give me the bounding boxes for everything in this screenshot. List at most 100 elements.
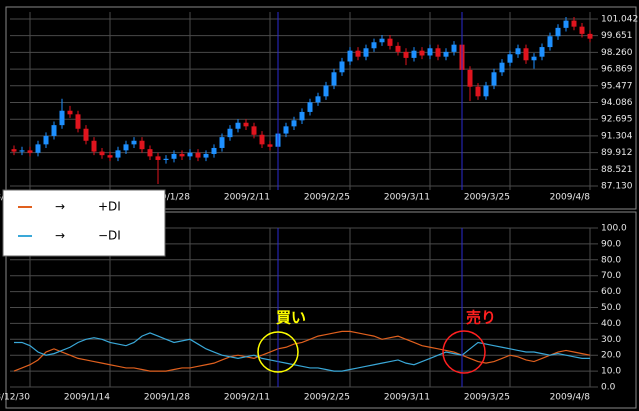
candle-body bbox=[27, 150, 33, 153]
candle-body bbox=[131, 140, 137, 145]
candle-body bbox=[107, 155, 113, 158]
y-tick-label: 96.869 bbox=[601, 65, 633, 75]
candle-body bbox=[171, 153, 177, 159]
legend-arrow: → bbox=[55, 200, 65, 214]
candle-body bbox=[539, 47, 545, 57]
candle-body bbox=[379, 38, 385, 43]
candle-body bbox=[331, 72, 337, 86]
candle-body bbox=[203, 153, 209, 158]
candle-body bbox=[419, 50, 425, 56]
x-tick-label: 2009/2/25 bbox=[304, 193, 350, 203]
candle-body bbox=[547, 36, 553, 48]
annotation: 買い bbox=[276, 309, 306, 327]
candle-body bbox=[443, 51, 449, 57]
y-tick-label: 91.304 bbox=[601, 131, 633, 141]
candle-body bbox=[395, 45, 401, 52]
candle-body bbox=[483, 85, 489, 97]
candle-body bbox=[355, 50, 361, 57]
top-panel bbox=[5, 6, 637, 210]
candle-body bbox=[283, 126, 289, 134]
candle-body bbox=[51, 125, 57, 136]
y-tick-label: 70.0 bbox=[601, 271, 621, 281]
bottom-panel bbox=[5, 211, 637, 409]
y-tick-label: 30.0 bbox=[601, 335, 621, 345]
candle-body bbox=[195, 152, 201, 158]
candle-body bbox=[267, 144, 273, 147]
candle-body bbox=[403, 51, 409, 58]
candle-body bbox=[259, 134, 265, 145]
candle-body bbox=[339, 61, 345, 73]
candle-body bbox=[515, 48, 521, 55]
y-tick-label: 88.521 bbox=[601, 165, 633, 175]
candle-body bbox=[467, 69, 473, 87]
y-tick-label: 50.0 bbox=[601, 303, 621, 313]
candle-body bbox=[491, 72, 497, 86]
y-tick-label: 99.651 bbox=[601, 31, 633, 41]
candle-body bbox=[555, 27, 561, 37]
candle-body bbox=[251, 126, 257, 135]
y-tick-label: 0.0 bbox=[601, 383, 616, 393]
x-tick-label: 2009/2/25 bbox=[304, 393, 350, 403]
y-tick-label: 98.260 bbox=[601, 48, 633, 58]
candle-body bbox=[187, 152, 193, 157]
y-tick-label: 89.912 bbox=[601, 148, 633, 158]
x-tick-label: 2009/4/8 bbox=[550, 393, 591, 403]
x-tick-label: 2008/12/30 bbox=[0, 393, 30, 403]
candle-body bbox=[219, 137, 225, 148]
x-tick-label: 2009/1/28 bbox=[144, 393, 190, 403]
candle-body bbox=[139, 140, 145, 150]
candle-body bbox=[19, 150, 25, 152]
legend: → +DI → −DI bbox=[2, 189, 166, 257]
candle-body bbox=[91, 140, 97, 152]
candle-body bbox=[291, 120, 297, 127]
candle-body bbox=[235, 122, 241, 129]
legend-arrow: → bbox=[55, 229, 65, 243]
candle-body bbox=[11, 149, 17, 152]
candle-body bbox=[59, 110, 65, 126]
x-tick-label: 2009/3/25 bbox=[464, 193, 510, 203]
candle-body bbox=[75, 114, 81, 129]
buy-circle bbox=[257, 331, 299, 373]
candle-body bbox=[67, 110, 73, 115]
candle-body bbox=[531, 56, 537, 61]
y-tick-label: 101.042 bbox=[601, 14, 638, 24]
candle-body bbox=[147, 149, 153, 157]
x-tick-label: 2009/3/11 bbox=[384, 193, 430, 203]
y-tick-label: 10.0 bbox=[601, 367, 621, 377]
x-tick-label: 2009/3/25 bbox=[464, 393, 510, 403]
candle-body bbox=[115, 150, 121, 158]
x-tick-label: 2009/1/14 bbox=[64, 393, 110, 403]
candle-body bbox=[347, 50, 353, 62]
plot-layer: 101.042 99.651 98.260 96.869 95.477 94.086 92.… bbox=[0, 12, 638, 403]
candle-body bbox=[227, 128, 233, 138]
y-tick-label: 90.0 bbox=[601, 239, 621, 249]
candle-body bbox=[563, 20, 569, 28]
di-line bbox=[13, 330, 591, 372]
candle-body bbox=[387, 38, 393, 46]
candle-body bbox=[155, 156, 161, 160]
y-tick-label: 94.086 bbox=[601, 98, 633, 108]
y-tick-label: 40.0 bbox=[601, 319, 621, 329]
candle-body bbox=[163, 158, 169, 160]
di-line bbox=[14, 332, 590, 372]
candle-body bbox=[83, 128, 89, 141]
y-tick-label: 100.0 bbox=[601, 224, 627, 234]
y-tick-label: 80.0 bbox=[601, 255, 621, 265]
candle-body bbox=[411, 50, 417, 58]
legend-label: +DI bbox=[98, 200, 121, 214]
candle-body bbox=[571, 20, 577, 27]
legend-label: −DI bbox=[98, 229, 121, 243]
x-tick-label: 2009/4/8 bbox=[550, 193, 591, 203]
candle-body bbox=[523, 48, 529, 61]
candle-body bbox=[587, 33, 593, 39]
candle-body bbox=[99, 151, 105, 156]
x-tick-label: 2009/3/11 bbox=[384, 393, 430, 403]
sell-circle bbox=[442, 330, 486, 374]
candle-body bbox=[507, 54, 513, 63]
annotation: 売り bbox=[466, 309, 496, 327]
candle-body bbox=[475, 86, 481, 97]
candle-body bbox=[499, 62, 505, 73]
candle-body bbox=[315, 96, 321, 103]
candle-body bbox=[307, 102, 313, 112]
